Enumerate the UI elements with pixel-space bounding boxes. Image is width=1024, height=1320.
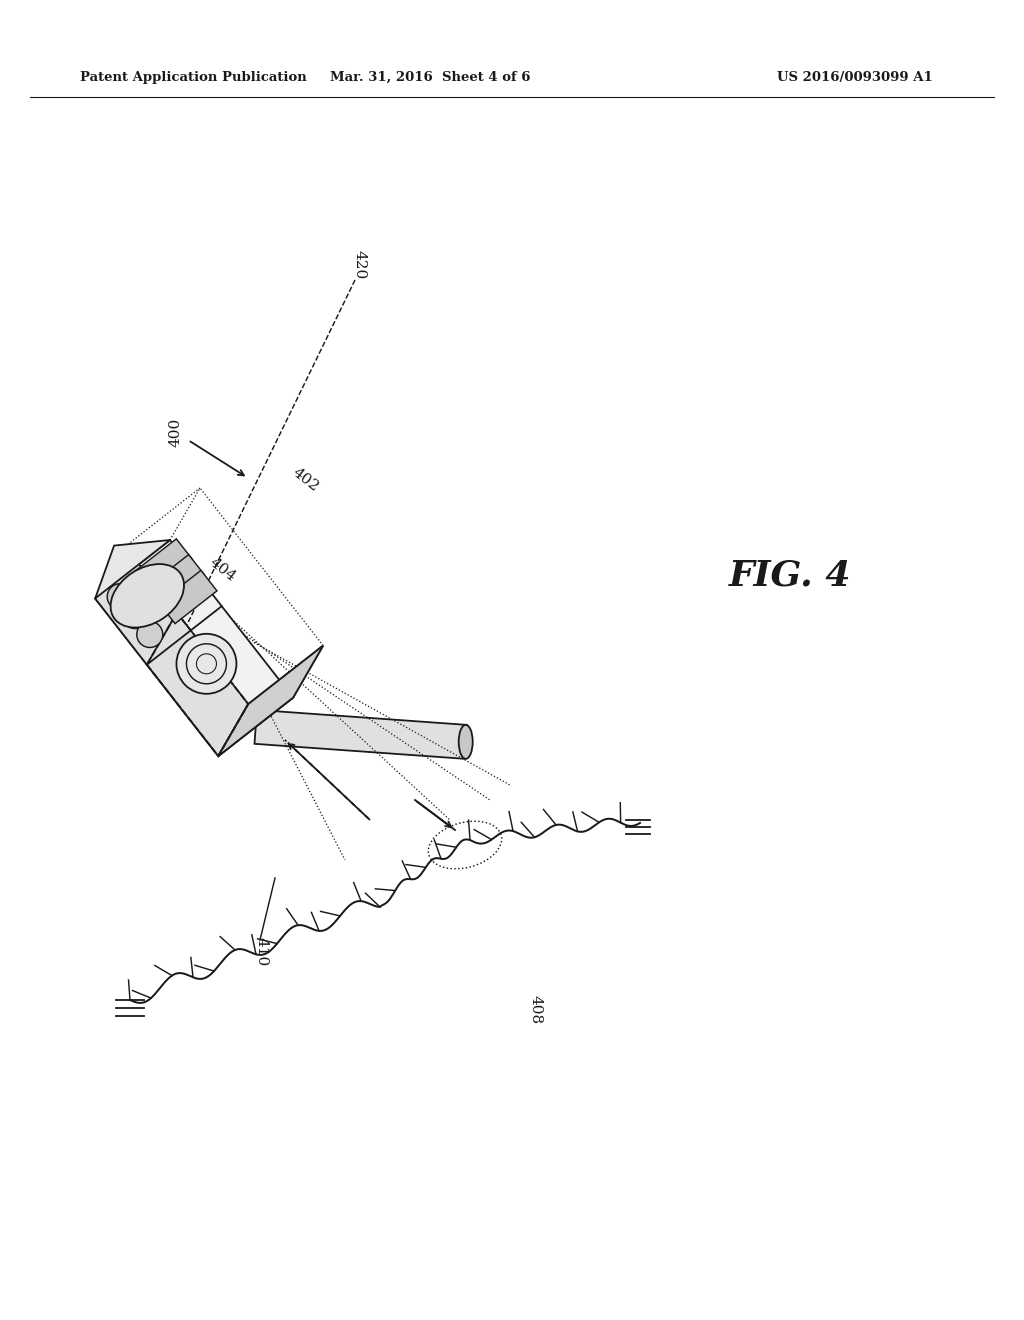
Text: 404: 404: [206, 556, 238, 585]
Text: US 2016/0093099 A1: US 2016/0093099 A1: [777, 70, 933, 83]
Circle shape: [176, 634, 237, 694]
Text: 420: 420: [353, 251, 367, 280]
Text: 410: 410: [255, 937, 269, 966]
Ellipse shape: [111, 564, 184, 627]
Text: 402: 402: [289, 466, 321, 495]
Circle shape: [137, 622, 163, 648]
Polygon shape: [134, 539, 193, 593]
Text: Patent Application Publication: Patent Application Publication: [80, 70, 307, 83]
Text: 400: 400: [168, 417, 182, 446]
Polygon shape: [255, 710, 467, 759]
Text: FIG. 4: FIG. 4: [729, 558, 851, 591]
Polygon shape: [95, 540, 170, 598]
Polygon shape: [146, 554, 205, 607]
Polygon shape: [159, 570, 217, 623]
Ellipse shape: [459, 725, 473, 759]
Circle shape: [122, 602, 148, 628]
Polygon shape: [95, 546, 248, 756]
Text: 408: 408: [528, 995, 542, 1024]
Polygon shape: [95, 540, 293, 756]
Text: Mar. 31, 2016  Sheet 4 of 6: Mar. 31, 2016 Sheet 4 of 6: [330, 70, 530, 83]
Polygon shape: [218, 645, 324, 756]
Polygon shape: [218, 645, 324, 756]
Circle shape: [108, 583, 133, 610]
